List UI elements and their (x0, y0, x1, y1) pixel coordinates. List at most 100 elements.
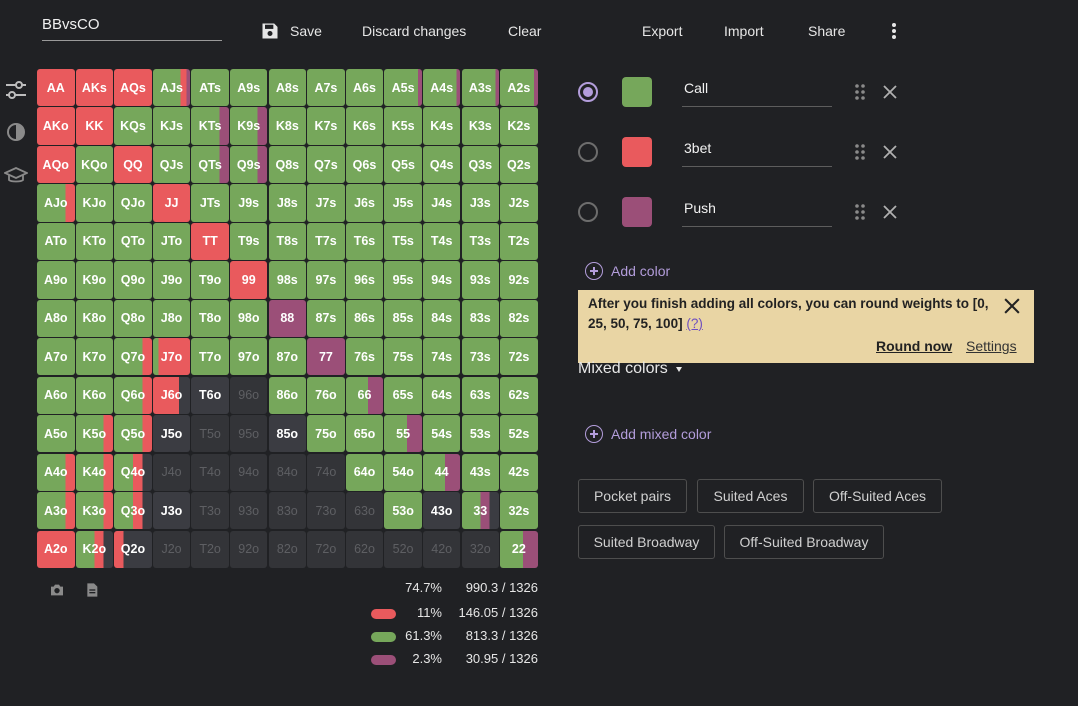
hand-cell[interactable]: QJo (114, 184, 152, 222)
hand-cell[interactable]: K6o (75, 376, 114, 414)
hand-cell[interactable]: A2o (37, 530, 75, 568)
hand-cell[interactable]: 73o (307, 492, 345, 530)
hand-cell[interactable]: 22 (500, 530, 538, 568)
share-button[interactable]: Share (808, 23, 846, 39)
hand-cell[interactable]: A2s (500, 69, 538, 107)
hand-cell[interactable]: AA (37, 69, 75, 107)
hand-cell[interactable]: K8o (75, 299, 114, 337)
hand-cell[interactable]: J2o (152, 530, 191, 568)
hand-cell[interactable]: ATs (191, 69, 229, 107)
hand-cell[interactable]: T4o (191, 453, 229, 491)
hand-cell[interactable]: T9s (229, 222, 268, 261)
hand-cell[interactable]: Q5o (114, 415, 152, 453)
hand-cell[interactable]: 52s (500, 415, 538, 453)
hand-cell[interactable]: 72o (307, 530, 345, 568)
hand-cell[interactable]: Q8s (268, 145, 307, 184)
hand-cell[interactable]: J9s (229, 184, 268, 222)
hand-cell[interactable]: AKo (37, 107, 75, 145)
hand-cell[interactable]: 53o (384, 492, 422, 530)
preset-suited-aces[interactable]: Suited Aces (697, 479, 804, 513)
hand-cell[interactable]: 97o (229, 338, 268, 376)
hand-cell[interactable]: Q2o (114, 530, 152, 568)
hand-cell[interactable]: JTs (191, 184, 229, 222)
hand-cell[interactable]: 64o (345, 453, 384, 491)
hand-cell[interactable]: K9o (75, 261, 114, 299)
hand-cell[interactable]: KJs (152, 107, 191, 145)
preset-pocket-pairs[interactable]: Pocket pairs (578, 479, 687, 513)
hand-cell[interactable]: K2o (75, 530, 114, 568)
hand-cell[interactable]: JTo (152, 222, 191, 261)
hand-cell[interactable]: 53s (461, 415, 500, 453)
hand-cell[interactable]: 75s (384, 338, 422, 376)
hand-cell[interactable]: K7s (307, 107, 345, 145)
hand-cell[interactable]: J4s (422, 184, 461, 222)
range-name-input[interactable]: BBvsCO (42, 14, 222, 41)
hand-cell[interactable]: KJo (75, 184, 114, 222)
hand-cell[interactable]: 76s (345, 338, 384, 376)
drag-handle-icon[interactable] (854, 143, 866, 161)
hand-cell[interactable]: J8s (268, 184, 307, 222)
hand-cell[interactable]: A9s (229, 69, 268, 107)
hand-cell[interactable]: KTo (75, 222, 114, 261)
save-button[interactable]: Save (260, 21, 322, 41)
hand-cell[interactable]: 32s (500, 492, 538, 530)
hand-cell[interactable]: KK (75, 107, 114, 145)
color-swatch-call[interactable] (622, 77, 652, 107)
hand-cell[interactable]: 64s (422, 376, 461, 414)
color-radio-push[interactable] (578, 202, 598, 222)
hand-cell[interactable]: K5s (384, 107, 422, 145)
hand-cell[interactable]: KTs (191, 107, 229, 145)
hand-cell[interactable]: T5s (384, 222, 422, 261)
hand-cell[interactable]: J8o (152, 299, 191, 337)
hand-cell[interactable]: 65s (384, 376, 422, 414)
hand-cell[interactable]: 54s (422, 415, 461, 453)
color-swatch-push[interactable] (622, 197, 652, 227)
hand-cell[interactable]: 62o (345, 530, 384, 568)
hand-cell[interactable]: T6o (191, 376, 229, 414)
hand-cell[interactable]: 98o (229, 299, 268, 337)
hand-cell[interactable]: Q4o (114, 453, 152, 491)
hand-cell[interactable]: J5s (384, 184, 422, 222)
banner-settings-link[interactable]: Settings (966, 338, 1017, 354)
hand-cell[interactable]: T8o (191, 299, 229, 337)
hand-cell[interactable]: K5o (75, 415, 114, 453)
preset-suited-broadway[interactable]: Suited Broadway (578, 525, 715, 559)
color-swatch-3bet[interactable] (622, 137, 652, 167)
color-name-input-push[interactable]: Push (682, 197, 832, 227)
hand-cell[interactable]: 82o (268, 530, 307, 568)
hand-cell[interactable]: 95s (384, 261, 422, 299)
hand-cell[interactable]: 43s (461, 453, 500, 491)
add-color-button[interactable]: Add color (585, 262, 670, 280)
hand-cell[interactable]: Q9s (229, 145, 268, 184)
hand-cell[interactable]: Q7s (307, 145, 345, 184)
hand-cell[interactable]: T2o (191, 530, 229, 568)
hand-cell[interactable]: K6s (345, 107, 384, 145)
hand-cell[interactable]: K4s (422, 107, 461, 145)
hand-cell[interactable]: QTo (114, 222, 152, 261)
close-icon[interactable] (883, 85, 897, 99)
hand-cell[interactable]: K4o (75, 453, 114, 491)
hand-cell[interactable]: Q3s (461, 145, 500, 184)
banner-help-link[interactable]: (?) (686, 316, 703, 331)
hand-cell[interactable]: Q7o (114, 338, 152, 376)
export-button[interactable]: Export (642, 23, 683, 39)
hand-cell[interactable]: QJs (152, 145, 191, 184)
hand-cell[interactable]: 92s (500, 261, 538, 299)
hand-cell[interactable]: 97s (307, 261, 345, 299)
hand-cell[interactable]: A3o (37, 492, 75, 530)
drag-handle-icon[interactable] (854, 83, 866, 101)
hand-cell[interactable]: Q6s (345, 145, 384, 184)
hand-cell[interactable]: 32o (461, 530, 500, 568)
hand-cell[interactable]: 73s (461, 338, 500, 376)
hand-cell[interactable]: Q8o (114, 299, 152, 337)
hand-cell[interactable]: K2s (500, 107, 538, 145)
hand-cell[interactable]: 96o (229, 376, 268, 414)
hand-cell[interactable]: 77 (307, 338, 345, 376)
hand-cell[interactable]: AQo (37, 145, 75, 184)
hand-cell[interactable]: 83o (268, 492, 307, 530)
hand-cell[interactable]: KQo (75, 145, 114, 184)
hand-cell[interactable]: 65o (345, 415, 384, 453)
hand-cell[interactable]: TT (191, 222, 229, 261)
hand-cell[interactable]: 62s (500, 376, 538, 414)
hand-cell[interactable]: 83s (461, 299, 500, 337)
